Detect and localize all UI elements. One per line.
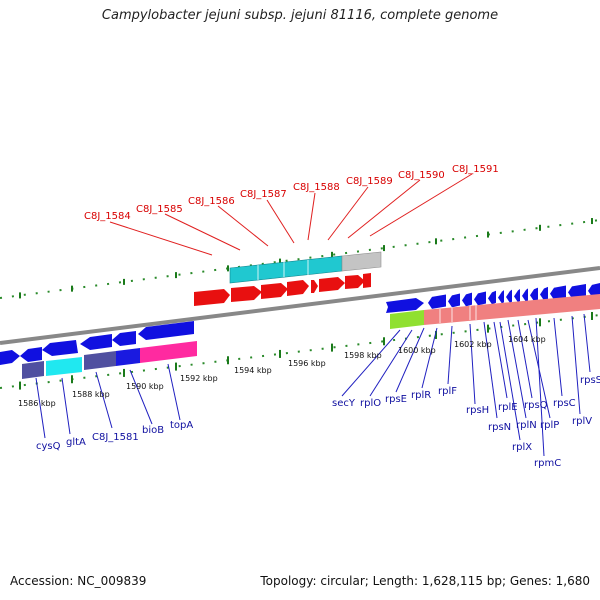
upper-dotted-guide [0, 219, 600, 299]
scale-labels: 1586 kbp 1588 kbp 1590 kbp 1592 kbp 1594 kbp… [18, 335, 546, 408]
red-gene-row [194, 273, 371, 306]
top-gene-labels: C8J_1584 C8J_1585 C8J_1586 C8J_1587 C8J_1588… [84, 164, 499, 222]
gene-arrow-red-8 [363, 273, 371, 288]
scale-tick-label: 1592 kbp [180, 374, 218, 383]
lower-scale-ticks [19, 311, 593, 390]
bottom-gene-label: rplN [516, 420, 537, 431]
genome-backbone [0, 266, 600, 345]
lower-dotted-guide [0, 314, 600, 389]
scale-tick-label: 1594 kbp [234, 366, 272, 375]
right-lower-feature-band [390, 294, 600, 329]
scale-tick-label: 1602 kbp [454, 340, 492, 349]
upper-feature-band [229, 251, 382, 284]
gene-arrow-red-1 [194, 289, 230, 306]
top-gene-label: C8J_1587 [240, 189, 287, 200]
bottom-gene-label: rpsN [488, 422, 511, 433]
left-lower-feature-band [22, 341, 197, 379]
left-blue-gene-row [0, 321, 194, 365]
right-blue-gene-row [386, 283, 600, 313]
bottom-gene-label: rpsH [466, 405, 489, 416]
scale-tick-label: 1596 kbp [288, 359, 326, 368]
bottom-gene-label: rplV [572, 416, 592, 427]
gene-arrow-red-7 [345, 275, 365, 289]
scale-tick-label: 1588 kbp [72, 390, 110, 399]
upper-scale-ticks [19, 218, 593, 299]
bottom-gene-label: rplX [512, 442, 532, 453]
gene-arrow-red-6 [319, 277, 345, 292]
bottom-callouts [35, 313, 591, 457]
scale-tick-label: 1598 kbp [344, 351, 382, 360]
scale-tick-label: 1586 kbp [18, 399, 56, 408]
bottom-gene-label: rpsE [385, 394, 407, 405]
top-gene-label: C8J_1585 [136, 204, 183, 215]
map-title: Campylobacter jejuni subsp. jejuni 81116… [101, 8, 499, 23]
bottom-gene-label: bioB [142, 425, 164, 436]
bottom-gene-label: rplE [498, 402, 518, 413]
bottom-gene-label: rplO [360, 398, 381, 409]
scale-tick-label: 1590 kbp [126, 382, 164, 391]
bottom-gene-label: rpmC [534, 458, 561, 469]
gene-arrow-red-3 [261, 283, 288, 299]
top-gene-label: C8J_1591 [452, 164, 499, 175]
bottom-gene-label: rplF [438, 386, 457, 397]
gene-arrow-red-5 [311, 280, 318, 293]
top-gene-label: C8J_1589 [346, 176, 393, 187]
bottom-gene-label: rpsS [580, 375, 600, 386]
top-callouts [109, 173, 473, 256]
top-gene-label: C8J_1588 [293, 182, 340, 193]
bottom-gene-label: secY [332, 398, 356, 409]
scale-tick-label: 1600 kbp [398, 346, 436, 355]
top-gene-label: C8J_1586 [188, 196, 235, 207]
gene-arrow-red-4 [287, 280, 309, 296]
bottom-gene-label: C8J_1581 [92, 432, 139, 443]
bottom-gene-label: cysQ [36, 441, 61, 452]
bottom-gene-label: topA [170, 420, 193, 431]
top-gene-label: C8J_1590 [398, 170, 445, 181]
bottom-gene-label: rpsC [553, 398, 576, 409]
gene-arrow-red-2 [231, 286, 262, 302]
bottom-gene-label: rplR [411, 390, 431, 401]
bottom-gene-label: rplP [540, 420, 559, 431]
bottom-gene-label: gltA [66, 437, 86, 448]
bottom-gene-label: rpsQ [524, 400, 548, 411]
scale-tick-label: 1604 kbp [508, 335, 546, 344]
accession-text: Accession: NC_009839 [10, 574, 147, 588]
genome-summary: Topology: circular; Length: 1,628,115 bp… [260, 574, 590, 588]
top-gene-label: C8J_1584 [84, 211, 131, 222]
